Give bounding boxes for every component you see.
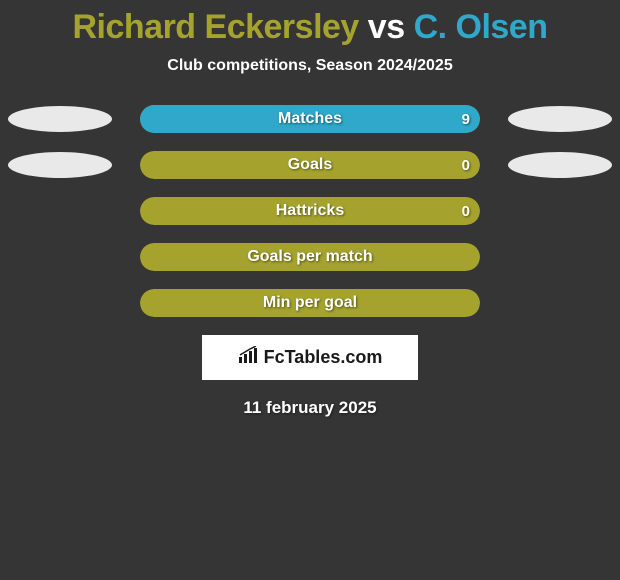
stat-value-right: 9	[462, 111, 470, 128]
page-title: Richard Eckersley vs C. Olsen	[0, 8, 620, 47]
stat-row: Goals per match	[0, 243, 620, 271]
date-label: 11 february 2025	[0, 398, 620, 418]
stat-label: Goals per match	[247, 248, 372, 266]
stat-label: Hattricks	[276, 202, 344, 220]
left-ellipse	[8, 106, 112, 132]
left-ellipse	[8, 152, 112, 178]
stat-label: Min per goal	[263, 294, 357, 312]
chart-icon	[238, 346, 260, 369]
right-ellipse	[508, 106, 612, 132]
logo: FcTables.com	[238, 346, 383, 369]
title-vs: vs	[368, 8, 405, 46]
logo-box: FcTables.com	[202, 335, 418, 380]
subtitle: Club competitions, Season 2024/2025	[0, 57, 620, 75]
stat-row: Hattricks 0	[0, 197, 620, 225]
comparison-card: Richard Eckersley vs C. Olsen Club compe…	[0, 0, 620, 418]
stat-row: Goals 0	[0, 151, 620, 179]
stat-label: Goals	[288, 156, 332, 174]
stat-value-right: 0	[462, 203, 470, 220]
title-player2: C. Olsen	[414, 8, 548, 46]
stat-label: Matches	[278, 110, 342, 128]
stat-bar: Goals 0	[140, 151, 480, 179]
title-player1: Richard Eckersley	[72, 8, 358, 46]
logo-text: FcTables.com	[264, 347, 383, 368]
stat-bar: Hattricks 0	[140, 197, 480, 225]
stat-row: Min per goal	[0, 289, 620, 317]
stat-bar: Min per goal	[140, 289, 480, 317]
right-ellipse	[508, 152, 612, 178]
stat-bar: Goals per match	[140, 243, 480, 271]
stat-row: Matches 9	[0, 105, 620, 133]
stat-rows: Matches 9 Goals 0 Hattricks 0 Goals per match M…	[0, 105, 620, 317]
stat-bar: Matches 9	[140, 105, 480, 133]
stat-value-right: 0	[462, 157, 470, 174]
